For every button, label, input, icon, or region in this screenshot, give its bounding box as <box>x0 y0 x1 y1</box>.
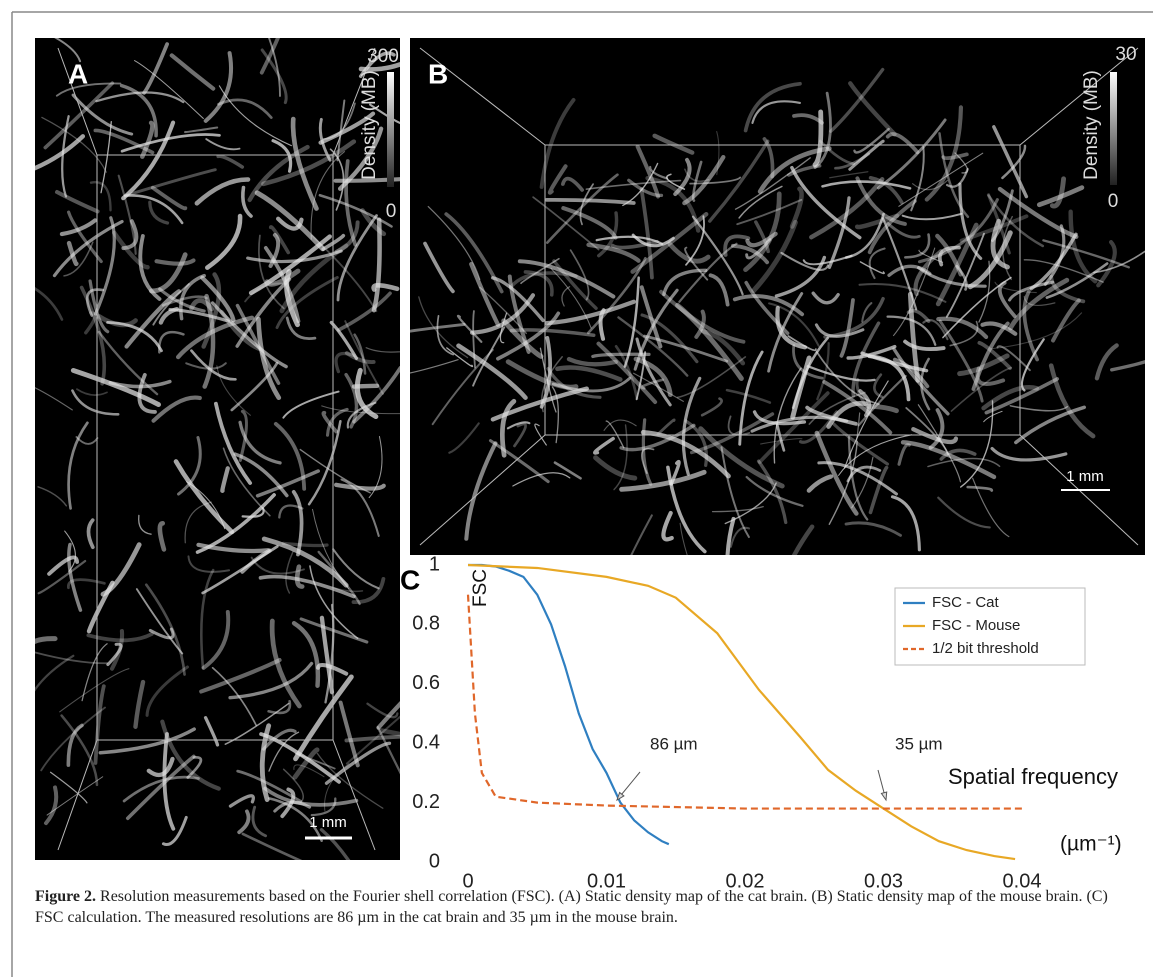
y-tick-label: 1 <box>429 553 440 575</box>
panel-a-image <box>35 38 400 860</box>
y-tick-label: 0 <box>429 850 440 872</box>
colorbar <box>387 72 394 187</box>
annotation: 35 µm <box>895 734 943 753</box>
y-tick-label: 0.8 <box>412 613 440 635</box>
x-axis-unit: (µm⁻¹) <box>1060 833 1122 856</box>
y-axis-label: FSC <box>470 569 491 607</box>
fsc-chart: C00.20.40.60.8100.010.020.030.04FSCSpati… <box>400 553 1122 892</box>
caption-text: Resolution measurements based on the Fou… <box>35 888 1108 926</box>
colorbar-label: Density (MB) <box>1081 70 1102 180</box>
colorbar-max: 300 <box>367 46 399 67</box>
y-tick-label: 0.4 <box>412 731 440 753</box>
panel-label: B <box>428 58 448 89</box>
figure: A 300 0 Density (MB) 1 mm B 30 0 Density… <box>0 0 1153 977</box>
caption: Figure 2. Resolution measurements based … <box>35 886 1115 928</box>
series-line <box>468 565 669 844</box>
page: A 300 0 Density (MB) 1 mm B 30 0 Density… <box>0 0 1153 977</box>
colorbar-label: Density (MB) <box>359 70 380 180</box>
scale-bar-label: 1 mm <box>309 814 347 831</box>
legend-label: 1/2 bit threshold <box>932 640 1039 657</box>
panel-label: A <box>68 58 88 89</box>
y-tick-label: 0.6 <box>412 672 440 694</box>
caption-label: Figure 2. <box>35 888 96 905</box>
legend-label: FSC - Cat <box>932 594 1000 611</box>
colorbar-max: 30 <box>1115 44 1136 65</box>
annotation: 86 µm <box>650 734 698 753</box>
arrow-head <box>881 792 886 800</box>
colorbar-min: 0 <box>1108 191 1119 212</box>
scale-bar-label: 1 mm <box>1066 468 1104 485</box>
panel-label: C <box>400 564 420 595</box>
y-tick-label: 0.2 <box>412 791 440 813</box>
legend-label: FSC - Mouse <box>932 617 1020 634</box>
x-axis-label: Spatial frequency <box>948 764 1118 789</box>
colorbar <box>1110 72 1117 185</box>
colorbar-min: 0 <box>386 201 397 222</box>
